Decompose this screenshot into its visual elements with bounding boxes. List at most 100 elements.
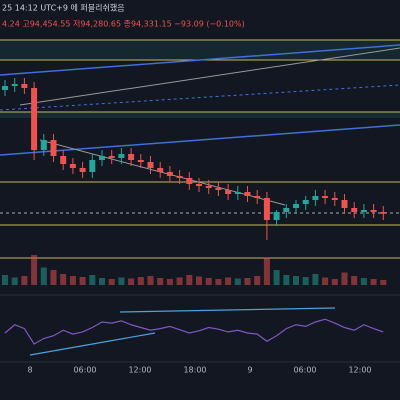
volume-bar [157, 278, 164, 285]
trend-line [29, 332, 156, 356]
trend-line [0, 44, 400, 76]
volume-bar [31, 255, 38, 285]
candle-body [244, 192, 251, 196]
x-tick-label: 12:00 [128, 366, 151, 375]
volume-bar [11, 277, 18, 285]
trend-line [119, 307, 336, 313]
volume-bar [331, 279, 338, 285]
volume-bar [99, 278, 105, 285]
candle-body [293, 204, 299, 208]
candle-body [108, 156, 115, 158]
candle-body [380, 212, 387, 214]
candle-body [60, 156, 67, 164]
candle-body [11, 84, 18, 86]
candle-body [89, 160, 96, 172]
x-tick-label: 06:00 [293, 366, 316, 375]
volume-bar [69, 276, 76, 285]
volume-bar [60, 274, 67, 285]
volume-bar [215, 279, 222, 285]
candle-body [205, 186, 212, 188]
candle-body [21, 84, 28, 88]
volume-bar [196, 276, 202, 285]
candle-body [331, 198, 338, 200]
candle-body [302, 200, 309, 204]
volume-bar [21, 276, 28, 285]
oscillator-line [4, 318, 384, 345]
candle-body [40, 140, 47, 150]
x-tick-label: 8 [27, 366, 32, 375]
volume-bar [186, 275, 193, 285]
candle-body [225, 190, 232, 194]
volume-bar [370, 279, 377, 285]
header-ohlc: 4.24 고94,454.55 저94,280.65 종94,331.15 −9… [2, 20, 245, 29]
candle-body [31, 88, 38, 150]
x-tick-label: 9 [247, 366, 252, 375]
x-tick-label: 18:00 [183, 366, 206, 375]
candle-body [351, 208, 358, 212]
candle-body [166, 172, 173, 176]
volume-bar [176, 277, 183, 285]
volume-bar [50, 270, 57, 285]
volume-bar [263, 257, 270, 285]
volume-bar [2, 275, 8, 285]
drawings [0, 39, 400, 363]
volume-bar [166, 279, 173, 285]
candle-body [322, 196, 329, 198]
volume-bar [302, 277, 309, 285]
candle-body [157, 168, 164, 172]
volume-bar [137, 277, 144, 285]
volume-bar [89, 275, 96, 285]
volume-bar [254, 276, 261, 285]
candle-body [341, 200, 348, 208]
volume-bar [128, 278, 135, 285]
volume-bar [380, 280, 387, 285]
candle-body [128, 154, 135, 160]
trend-line [0, 84, 400, 111]
x-tick-label: 12:00 [348, 366, 371, 375]
candle-body [254, 196, 261, 198]
candle-body [147, 162, 154, 168]
volume-bar [283, 275, 290, 285]
candle-body [50, 140, 57, 156]
volume-bar [312, 274, 319, 285]
volume-bar [234, 278, 241, 285]
candle-body [360, 210, 367, 212]
zone [0, 112, 400, 118]
volume-bar [351, 276, 358, 285]
candle-body [263, 198, 270, 220]
candle-body [234, 192, 241, 194]
candle-body [312, 196, 319, 200]
candle-body [79, 168, 86, 172]
candle-body [118, 154, 125, 158]
volume-bar [322, 277, 329, 285]
candle-body [370, 210, 377, 212]
candle-body [186, 178, 193, 184]
candle-body [273, 212, 280, 220]
candle-body [215, 188, 222, 190]
volume-bar [79, 277, 86, 285]
candle-body [196, 184, 202, 186]
x-tick-label: 06:00 [73, 366, 96, 375]
volume-bar [273, 270, 280, 285]
header-published: 25 14:12 UTC+9 에 퍼블리쉬했음 [2, 3, 125, 13]
volume-bar [341, 272, 348, 285]
volume-bar [360, 278, 367, 285]
volume-bar [118, 277, 125, 285]
trend-line [19, 47, 400, 106]
volume-bar [205, 278, 212, 285]
volume-bar [293, 276, 299, 285]
trend-line [0, 124, 400, 156]
candle-body [99, 156, 105, 160]
candle-body [176, 176, 183, 178]
volume-bar [225, 277, 232, 285]
volume-bar [244, 278, 251, 285]
volume-bar [40, 267, 47, 285]
zone [0, 40, 400, 60]
candle-body [137, 160, 144, 162]
trend-line [39, 139, 286, 206]
candle-body [2, 86, 8, 90]
volume-bar [108, 279, 115, 285]
candle-body [69, 164, 76, 168]
volume-bar [147, 276, 154, 285]
